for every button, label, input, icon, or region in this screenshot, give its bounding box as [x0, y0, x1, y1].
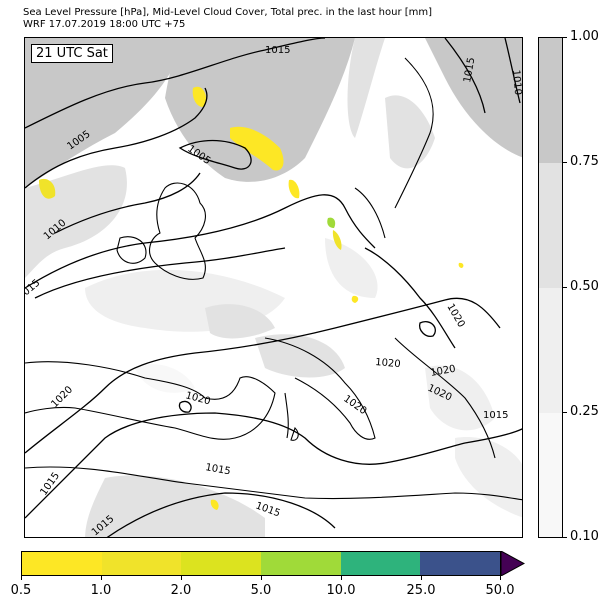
cloud-cover-tick-label: 0.75 — [570, 154, 599, 169]
valid-time-label: 21 UTC Sat — [31, 44, 113, 63]
precip-tick — [101, 576, 102, 580]
cloud-cover-band — [539, 163, 562, 288]
isobar-label: 1020 — [184, 390, 211, 407]
precip-tick-label: 0.5 — [10, 583, 32, 598]
precip-band — [340, 552, 421, 575]
precip-tick-label: 50.0 — [485, 583, 515, 598]
cloud-cover-tick — [563, 412, 567, 413]
precip-tick — [21, 576, 22, 580]
precip-tick — [421, 576, 422, 580]
cloud-cover-colorbar — [538, 37, 563, 538]
isobar-label: 1010 — [510, 69, 523, 95]
coastline-layer — [25, 57, 522, 501]
isobar-label: 1020 — [341, 393, 368, 417]
cloud-cover-tick — [563, 37, 567, 38]
precip-band — [181, 552, 262, 575]
cloud-cover-tick-label: 0.50 — [570, 279, 599, 294]
precip-tick-label: 10.0 — [326, 583, 356, 598]
isobar-label: 1015 — [265, 45, 290, 56]
cloud-cover-tick-label: 0.10 — [570, 529, 599, 544]
isobar-label: 1020 — [444, 302, 466, 330]
precip-tick — [341, 576, 342, 580]
cloud-cover-tick — [563, 162, 567, 163]
precip-tick-label: 2.0 — [170, 583, 192, 598]
isobar-label: 1015 — [204, 462, 231, 477]
cloud-cover-tick-label: 0.25 — [570, 404, 599, 419]
precip-layer — [39, 86, 464, 510]
isobar-label: 1015 — [483, 410, 508, 421]
precip-extend-arrow — [501, 551, 525, 576]
isobar-label-layer: 1015 1015 1010 1005 1005 1010 1015 1020 … — [25, 45, 523, 537]
precip-band — [22, 552, 102, 575]
precip-tick-label: 5.0 — [250, 583, 272, 598]
chart-title: Sea Level Pressure [hPa], Mid-Level Clou… — [23, 7, 433, 18]
precip-band — [261, 552, 341, 575]
isobar-layer — [25, 38, 522, 537]
precip-tick-label: 25.0 — [406, 583, 436, 598]
cloud-cover-band — [539, 288, 562, 413]
precip-tick-label: 1.0 — [90, 583, 112, 598]
precip-tick — [261, 576, 262, 580]
precip-tick — [181, 576, 182, 580]
map-canvas: 1015 1015 1010 1005 1005 1010 1015 1020 … — [25, 38, 523, 537]
run-info: WRF 17.07.2019 18:00 UTC +75 — [23, 19, 186, 30]
cloud-cover-tick — [563, 287, 567, 288]
precip-tick — [500, 576, 501, 580]
isobar-label: 1015 — [25, 278, 42, 303]
cloud-cover-band — [539, 413, 562, 537]
precip-colorbar — [21, 551, 501, 576]
cloud-cover-tick — [563, 537, 567, 538]
precip-band — [101, 552, 182, 575]
cloud-cover-tick-label: 1.00 — [570, 29, 599, 44]
cloud-cover-layer — [25, 38, 522, 537]
isobar-label: 1020 — [49, 384, 75, 410]
isobar-label: 1020 — [375, 357, 401, 370]
weather-map: 1015 1015 1010 1005 1005 1010 1015 1020 … — [24, 37, 523, 538]
precip-band — [420, 552, 501, 575]
cloud-cover-band — [539, 38, 562, 163]
isobar-label: 1020 — [430, 364, 457, 379]
isobar-label: 1015 — [462, 57, 477, 84]
